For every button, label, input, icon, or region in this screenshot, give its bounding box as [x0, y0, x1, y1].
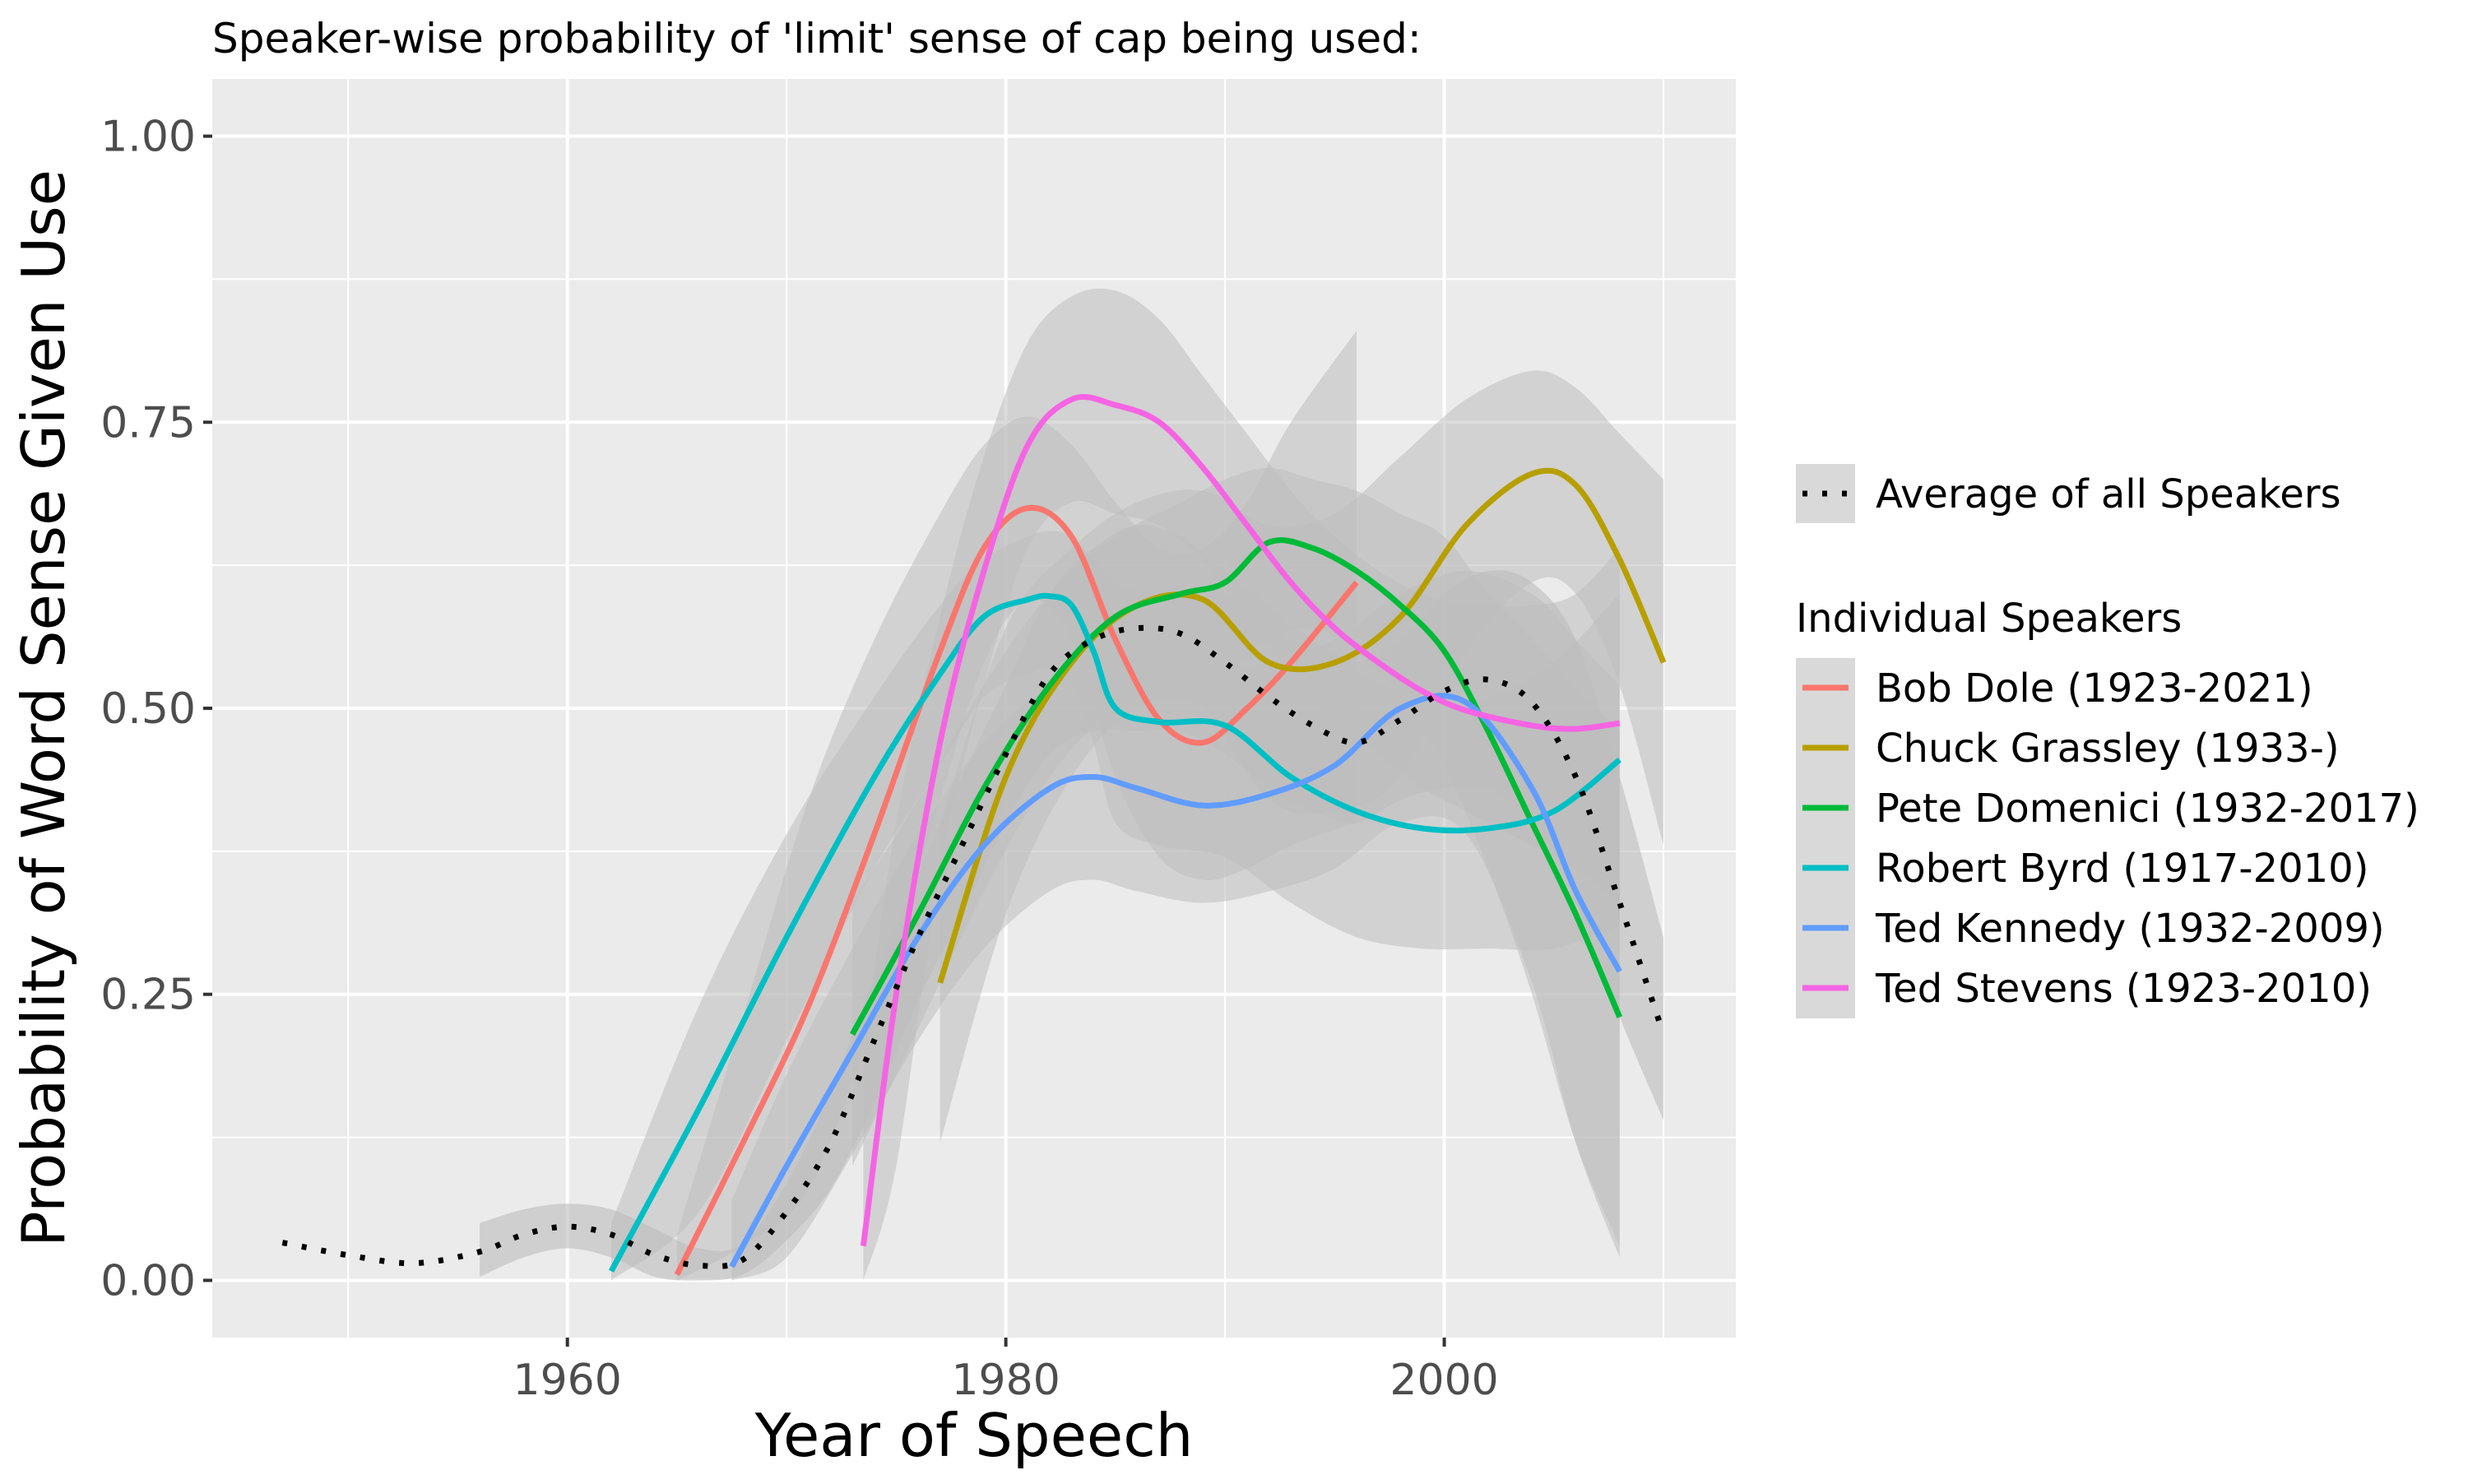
x-axis-title: Year of Speech — [754, 1401, 1194, 1470]
x-tick-label: 1980 — [951, 1356, 1060, 1405]
x-tick-label: 2000 — [1389, 1356, 1498, 1405]
plot-area — [281, 288, 1667, 1281]
y-tick-label: 1.00 — [100, 113, 196, 162]
y-tick-label: 0.50 — [100, 684, 196, 734]
y-tick-label: 0.25 — [100, 971, 196, 1020]
series-line-4 — [729, 693, 1622, 1268]
legend-label-1: Chuck Grassley (1933-) — [1876, 726, 2340, 772]
legend-label-4: Ted Kennedy (1932-2009) — [1875, 906, 2385, 952]
y-axis-title: Probability of Word Sense Given Use — [9, 169, 78, 1247]
legend: Average of all Speakers Individual Speake… — [1796, 464, 2419, 1018]
series-line-2 — [850, 537, 1623, 1036]
axes: 0.00 0.25 0.50 0.75 1.00 1960 1980 2000 — [100, 113, 1499, 1405]
chart-title: Speaker-wise probability of 'limit' sens… — [212, 15, 1422, 63]
y-tick-label: 0.00 — [100, 1256, 196, 1305]
y-tick-label: 0.75 — [100, 398, 196, 448]
legend-label-5: Ted Stevens (1923-2010) — [1875, 966, 2372, 1012]
series-line-1 — [937, 467, 1667, 984]
legend-title-individual: Individual Speakers — [1796, 596, 2182, 642]
confidence-ribbon-5 — [863, 288, 1620, 1281]
legend-label-average: Average of all Speakers — [1876, 471, 2340, 517]
series-line-5 — [860, 393, 1621, 1247]
legend-label-2: Pete Domenici (1932-2017) — [1876, 786, 2419, 832]
x-tick-label: 1960 — [513, 1356, 622, 1405]
legend-label-3: Robert Byrd (1917-2010) — [1876, 846, 2368, 892]
legend-label-0: Bob Dole (1923-2021) — [1876, 665, 2313, 712]
series-line-3 — [608, 592, 1621, 1273]
